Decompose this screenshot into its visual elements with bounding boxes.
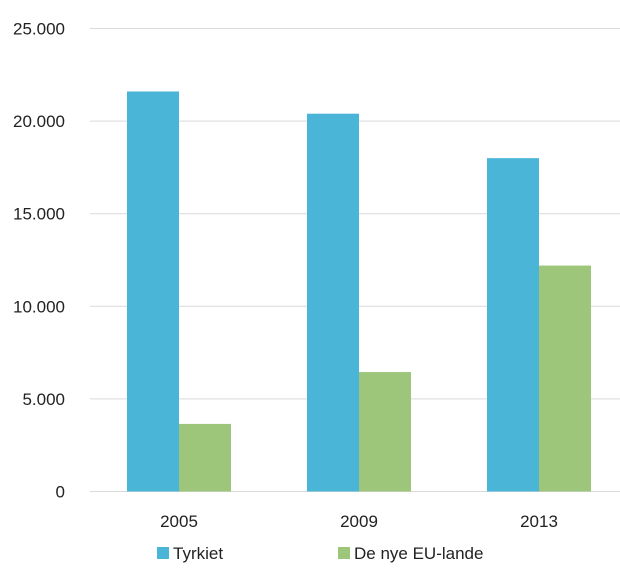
x-tick-label: 2009 xyxy=(340,512,378,531)
legend: Tyrkiet De nye EU-lande xyxy=(157,544,483,563)
x-tick-label: 2005 xyxy=(160,512,198,531)
x-axis-ticks: 2005 2009 2013 xyxy=(160,512,558,531)
bar-tyrkiet-2005 xyxy=(127,91,179,492)
legend-swatch xyxy=(338,547,350,559)
bars xyxy=(127,91,591,492)
legend-label: Tyrkiet xyxy=(173,544,223,563)
y-tick-label: 10.000 xyxy=(13,297,65,316)
legend-label: De nye EU-lande xyxy=(354,544,483,563)
y-tick-label: 15.000 xyxy=(13,205,65,224)
y-tick-label: 20.000 xyxy=(13,112,65,131)
bar-de-nye-eu-lande-2013 xyxy=(539,265,591,492)
x-tick-label: 2013 xyxy=(520,512,558,531)
y-tick-label: 5.000 xyxy=(22,390,65,409)
y-tick-label: 25.000 xyxy=(13,20,65,39)
bar-de-nye-eu-lande-2009 xyxy=(359,372,411,492)
bar-de-nye-eu-lande-2005 xyxy=(179,423,231,492)
bar-tyrkiet-2009 xyxy=(307,113,359,492)
bar-tyrkiet-2013 xyxy=(487,158,539,492)
y-tick-label: 0 xyxy=(56,483,65,502)
y-axis-ticks: 0 5.000 10.000 15.000 20.000 25.000 xyxy=(13,20,65,502)
legend-swatch xyxy=(157,547,169,559)
